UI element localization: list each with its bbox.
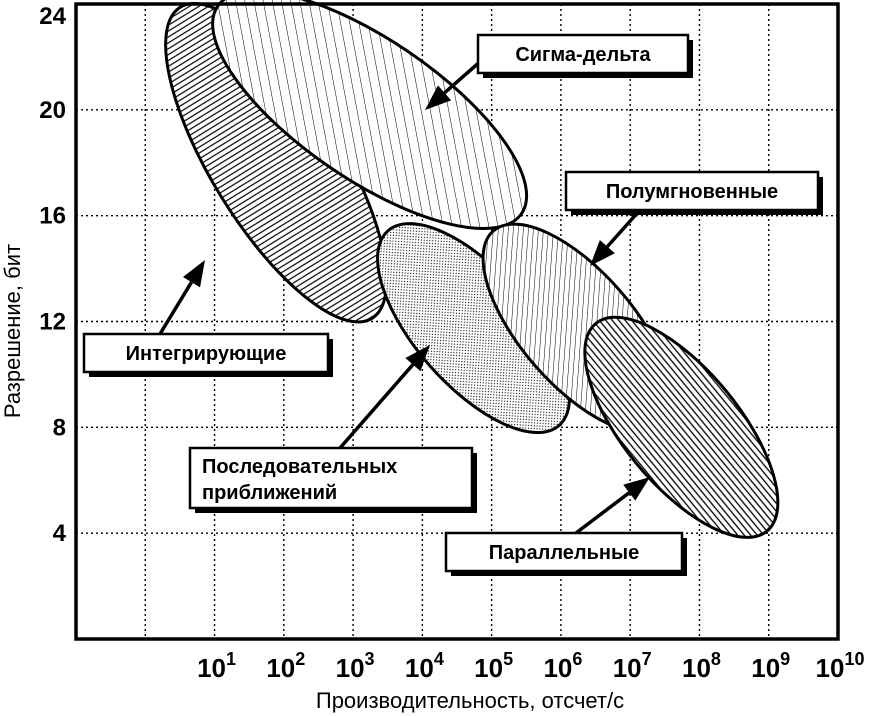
region-parallel [583, 315, 780, 539]
callout-label: приближений [202, 482, 337, 504]
arrow-head [182, 260, 205, 288]
y-tick-label: 8 [53, 414, 66, 441]
callout-label: Сигма-дельта [515, 44, 651, 66]
y-tick-label: 20 [39, 97, 66, 124]
y-axis-label: Разрешение, бит [0, 244, 25, 418]
x-tick-label: 104 [405, 649, 444, 683]
callout-integrating: Интегрирующие [82, 260, 333, 377]
region-sigma-delta [211, 0, 529, 231]
x-axis-label: Производительность, отсчет/с [316, 688, 624, 713]
x-tick-label: 102 [266, 649, 305, 683]
plot-frame [74, 2, 840, 641]
x-tick-label: 108 [682, 649, 721, 683]
arrow-head [425, 85, 452, 110]
x-tick-label: 103 [336, 649, 375, 683]
arrow-head [405, 345, 430, 372]
callout-successive-approx: Последовательных приближений [188, 345, 477, 513]
callouts: Сигма-дельтаПолумгновенныеИнтегрирующиеП… [82, 33, 823, 576]
callout-label: Параллельные [489, 542, 639, 564]
arrow-head [623, 477, 650, 501]
callout-parallel: Параллельные [444, 477, 687, 576]
y-tick-label: 12 [39, 309, 66, 336]
regions [164, 0, 780, 539]
x-tick-label: 109 [751, 649, 790, 683]
callout-label: Интегрирующие [126, 343, 287, 365]
y-tick-label: 16 [39, 203, 66, 230]
callout-half-flash: Полумгновенные [564, 170, 823, 266]
x-tick-label: 107 [613, 649, 652, 683]
y-tick-label: 4 [53, 520, 67, 547]
callout-sigma-delta: Сигма-дельта [425, 33, 693, 110]
arrow-head [590, 239, 615, 266]
callout-label: Последовательных [202, 456, 397, 478]
callout-label: Полумгновенные [606, 181, 778, 203]
x-tick-label: 105 [474, 649, 513, 683]
x-tick-label: 101 [197, 649, 236, 683]
y-tick-label: 24 [39, 3, 66, 30]
tick-labels: 4 8 12 16 20 24 101 102 103 104 105 106 107 108 109 101… [39, 3, 864, 683]
x-tick-label: 1010 [816, 649, 865, 683]
x-tick-label: 106 [543, 649, 582, 683]
